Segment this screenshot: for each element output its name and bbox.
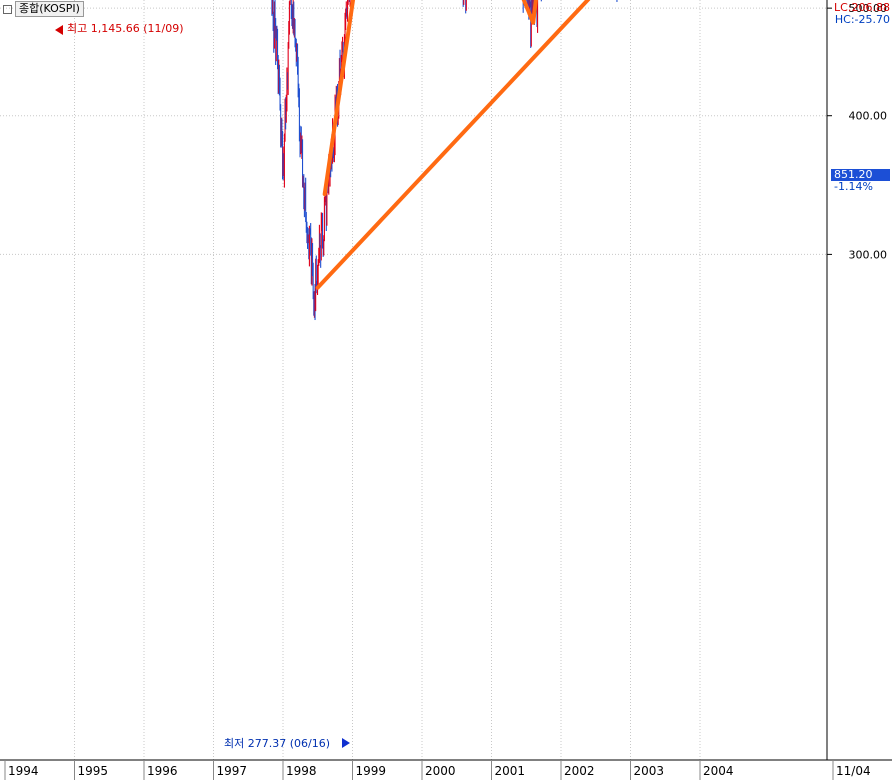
high-label: 최고 1,145.66 (11/09) — [67, 22, 184, 35]
lower-trendline — [315, 0, 591, 290]
low-annotation: 최저 277.37 (06/16) — [224, 737, 350, 750]
grid — [0, 0, 827, 760]
chart-title[interactable]: 종합(KOSPI) — [15, 1, 84, 17]
y-tick-label: 300.00 — [849, 248, 888, 261]
low-marker-icon — [342, 738, 350, 748]
collapse-box-icon[interactable] — [3, 4, 12, 14]
last-change: -1.14% — [834, 180, 873, 193]
y-tick-label: 400.00 — [849, 110, 888, 123]
x-tick-label: 11/04 — [836, 764, 871, 778]
high-annotation: 최고 1,145.66 (11/09) — [55, 22, 184, 35]
x-tick-label: 2002 — [564, 764, 595, 778]
x-tick-label: 1997 — [217, 764, 248, 778]
x-tick-label: 2003 — [634, 764, 665, 778]
high-marker-icon — [55, 25, 63, 35]
x-tick-label: 1998 — [286, 764, 317, 778]
x-tick-label: 2000 — [425, 764, 456, 778]
x-tick-label: 1999 — [356, 764, 387, 778]
trendlines — [315, 0, 591, 290]
x-tick-label: 1996 — [147, 764, 178, 778]
low-label: 최저 277.37 (06/16) — [224, 737, 330, 750]
y-axis: 1,100.001,000.00900.00800.00700.00600.00… — [826, 0, 888, 760]
x-axis: 1994 1995 1996 1997 1998 1999 2000 2001 2002 2003… — [0, 759, 892, 780]
chart-header: 종합(KOSPI) — [0, 0, 84, 18]
hc-readout: HC:-25.70 — [834, 13, 890, 26]
x-tick-label: 2004 — [703, 764, 734, 778]
lc-readout: LC:206.88 — [833, 1, 890, 14]
y-tick-label: 500.00 — [849, 2, 888, 15]
last-price-badge: 851.20 — [831, 169, 890, 181]
plot-background — [0, 0, 827, 760]
x-tick-label: 2001 — [495, 764, 526, 778]
x-tick-label: 1994 — [8, 764, 39, 778]
x-tick-label: 1995 — [78, 764, 109, 778]
